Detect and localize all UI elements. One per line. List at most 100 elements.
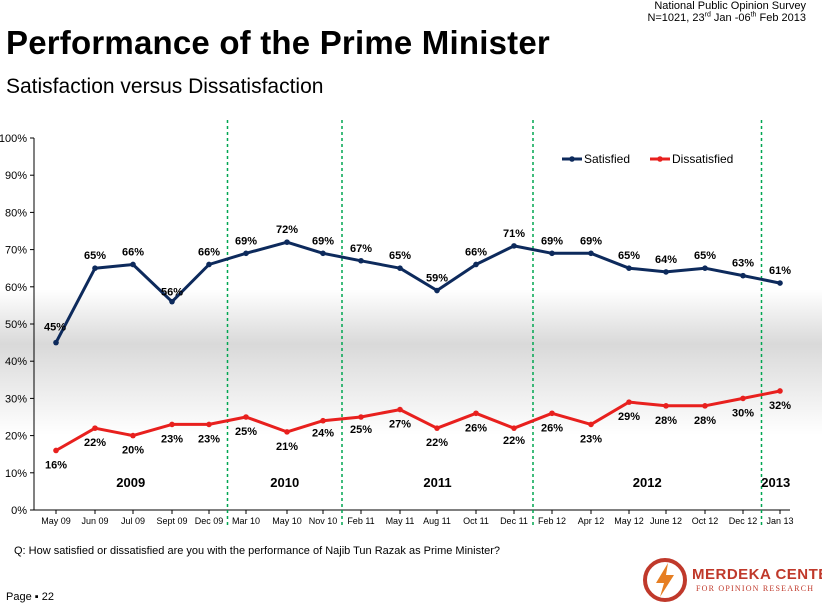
legend-marker bbox=[569, 156, 575, 162]
y-tick-label: 50% bbox=[5, 319, 27, 331]
data-point bbox=[434, 287, 440, 294]
data-label: 23% bbox=[198, 433, 220, 445]
x-tick-label: Sept 09 bbox=[156, 516, 187, 526]
data-label: 65% bbox=[84, 250, 106, 262]
data-point bbox=[169, 298, 175, 305]
data-label: 24% bbox=[312, 428, 334, 440]
data-point bbox=[243, 414, 249, 420]
y-tick-label: 100% bbox=[0, 133, 27, 145]
y-tick-label: 90% bbox=[5, 170, 27, 182]
line-chart: 0% 10% 20% 30% 40% 50% 60% 70% 80% 90% 100% May 09 J… bbox=[0, 120, 794, 528]
x-tick-label: Feb 11 bbox=[347, 516, 374, 526]
data-label: 67% bbox=[350, 243, 372, 255]
data-label: 26% bbox=[465, 422, 487, 434]
data-label: 23% bbox=[580, 433, 602, 445]
data-label: 25% bbox=[235, 426, 257, 438]
y-tick-label: 60% bbox=[5, 282, 27, 294]
data-point bbox=[320, 417, 326, 424]
data-label: 69% bbox=[580, 235, 602, 247]
x-tick-label: Jun 09 bbox=[81, 516, 108, 526]
data-point bbox=[549, 250, 555, 257]
data-label: 28% bbox=[655, 415, 677, 427]
data-point bbox=[473, 410, 479, 417]
data-label: 23% bbox=[161, 433, 183, 445]
survey-sample: N=1021, 23rd Jan -06th Feb 2013 bbox=[647, 11, 807, 24]
survey-sample-sup1: rd bbox=[704, 11, 711, 19]
data-label: 71% bbox=[503, 228, 525, 240]
data-point bbox=[626, 265, 632, 271]
y-tick-label: 70% bbox=[5, 245, 27, 257]
data-label: 25% bbox=[350, 424, 372, 436]
page-number: Page ▪ 22 bbox=[6, 591, 54, 603]
data-label: 59% bbox=[426, 273, 448, 285]
data-point bbox=[626, 399, 632, 405]
survey-sample-b: Jan -06 bbox=[710, 12, 751, 24]
data-label: 64% bbox=[655, 254, 677, 266]
data-point bbox=[473, 261, 479, 268]
legend-marker bbox=[657, 156, 663, 162]
data-label: 65% bbox=[389, 250, 411, 262]
data-label: 30% bbox=[732, 407, 754, 419]
data-point bbox=[358, 414, 364, 420]
legend-label: Satisfied bbox=[584, 152, 630, 166]
data-label: 63% bbox=[732, 258, 754, 270]
x-tick-label: Feb 12 bbox=[538, 516, 566, 526]
data-point bbox=[702, 403, 708, 409]
x-tick-label: Jul 09 bbox=[121, 516, 145, 526]
data-point bbox=[358, 257, 364, 264]
survey-name: National Public Opinion Survey bbox=[654, 0, 806, 12]
x-tick-label: June 12 bbox=[650, 516, 682, 526]
data-point bbox=[588, 250, 594, 257]
data-point bbox=[92, 425, 98, 431]
survey-info: National Public Opinion Survey N=1021, 2… bbox=[647, 0, 806, 24]
x-tick-label: Nov 10 bbox=[309, 516, 338, 526]
x-tick-label: Oct 11 bbox=[463, 516, 489, 526]
y-tick-label: 30% bbox=[5, 393, 27, 405]
x-tick-label: Jan 13 bbox=[766, 516, 793, 526]
data-label: 65% bbox=[618, 250, 640, 262]
x-tick-label: Dec 11 bbox=[500, 516, 528, 526]
data-point bbox=[92, 265, 98, 271]
data-point bbox=[284, 239, 290, 245]
x-tick-label: May 11 bbox=[386, 516, 415, 526]
data-label: 61% bbox=[769, 265, 791, 277]
x-tick-label: May 10 bbox=[272, 516, 302, 526]
merdeka-center-logo: MERDEKA CENTER FOR OPINION RESEARCH bbox=[640, 556, 822, 604]
survey-sample-a: N=1021, 23 bbox=[647, 12, 705, 24]
data-point bbox=[434, 425, 440, 431]
data-point bbox=[511, 243, 517, 249]
x-tick-label: Dec 12 bbox=[729, 516, 758, 526]
data-label: 22% bbox=[503, 435, 525, 447]
data-point bbox=[588, 421, 594, 428]
data-point bbox=[663, 269, 669, 275]
data-label: 29% bbox=[618, 411, 640, 423]
x-tick-label: Apr 12 bbox=[578, 516, 605, 526]
logo-emblem-icon bbox=[643, 558, 687, 602]
logo-tagline: FOR OPINION RESEARCH bbox=[696, 584, 815, 593]
data-point bbox=[130, 261, 136, 268]
data-label: 72% bbox=[276, 224, 298, 236]
x-tick-label: May 09 bbox=[41, 516, 71, 526]
page-title: Performance of the Prime Minister bbox=[6, 24, 550, 61]
series-line-satisfied bbox=[54, 240, 781, 344]
data-point bbox=[53, 447, 59, 454]
survey-sample-c: Feb 2013 bbox=[756, 12, 807, 24]
logo-brand: MERDEKA CENTER bbox=[692, 566, 822, 583]
y-tick-label: 10% bbox=[5, 468, 27, 480]
data-label: 45% bbox=[44, 322, 66, 334]
data-label: 21% bbox=[276, 441, 298, 453]
data-point bbox=[130, 432, 136, 439]
y-tick-label: 40% bbox=[5, 356, 27, 368]
y-tick-label: 0% bbox=[11, 505, 27, 517]
year-label: 2010 bbox=[270, 475, 299, 490]
data-label: 69% bbox=[541, 235, 563, 247]
data-point bbox=[397, 265, 403, 271]
data-label: 16% bbox=[45, 459, 67, 471]
data-label: 66% bbox=[465, 246, 487, 258]
data-point bbox=[169, 421, 175, 428]
series-line-dissatisfied bbox=[55, 389, 781, 452]
page-subtitle: Satisfaction versus Dissatisfaction bbox=[6, 75, 324, 98]
data-point bbox=[663, 403, 669, 409]
data-point bbox=[397, 406, 403, 413]
data-label: 65% bbox=[694, 250, 716, 262]
